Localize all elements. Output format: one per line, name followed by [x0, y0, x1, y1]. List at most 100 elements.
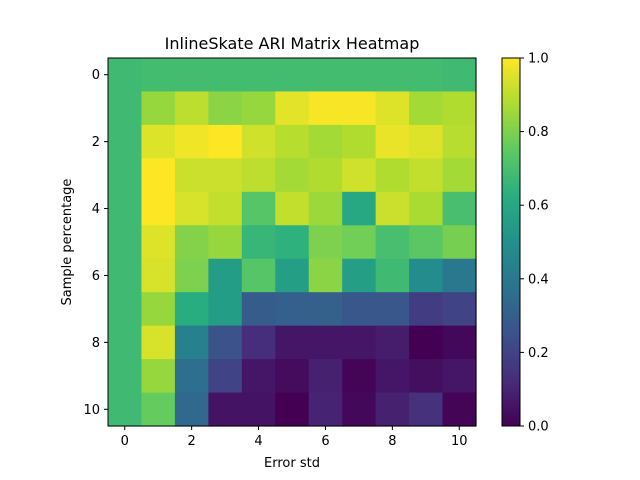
- heatmap-cell: [342, 91, 377, 126]
- heatmap-cell: [141, 158, 176, 193]
- heatmap-cell: [208, 392, 243, 427]
- heatmap-cell: [375, 158, 410, 193]
- heatmap-cell: [375, 392, 410, 427]
- heatmap-cell: [375, 292, 410, 327]
- heatmap-cell: [141, 258, 176, 293]
- heatmap-cell: [275, 158, 310, 193]
- heatmap-cell: [141, 225, 176, 260]
- heatmap-cell: [342, 158, 377, 193]
- heatmap-cell: [409, 58, 444, 93]
- heatmap-cell: [442, 325, 477, 360]
- heatmap-cell: [375, 225, 410, 260]
- heatmap-cell: [308, 359, 343, 394]
- y-tick-label: 10: [83, 403, 100, 418]
- heatmap-cell: [241, 191, 276, 226]
- heatmap-cell: [208, 158, 243, 193]
- heatmap-cell: [108, 91, 143, 126]
- heatmap-cell: [208, 124, 243, 159]
- heatmap-cell: [308, 124, 343, 159]
- heatmap-cell: [342, 225, 377, 260]
- heatmap-cell: [241, 225, 276, 260]
- heatmap-cell: [241, 258, 276, 293]
- heatmap-cell: [442, 91, 477, 126]
- heatmap-cell: [174, 225, 209, 260]
- heatmap-cell: [174, 359, 209, 394]
- heatmap-cell: [275, 359, 310, 394]
- heatmap-cell: [442, 191, 477, 226]
- y-tick-label: 6: [92, 269, 100, 284]
- x-tick-label: 2: [187, 434, 195, 449]
- heatmap-cell: [442, 258, 477, 293]
- heatmap-cell: [275, 325, 310, 360]
- heatmap-cell: [375, 258, 410, 293]
- heatmap-cell: [409, 292, 444, 327]
- heatmap-cell: [208, 258, 243, 293]
- heatmap-cell: [174, 392, 209, 427]
- heatmap-cell: [409, 124, 444, 159]
- heatmap-cell: [241, 124, 276, 159]
- heatmap-cell: [442, 58, 477, 93]
- heatmap-cell: [208, 325, 243, 360]
- heatmap-cell: [141, 392, 176, 427]
- x-tick-label: 8: [388, 434, 396, 449]
- heatmap-cell: [141, 91, 176, 126]
- heatmap-cell: [108, 191, 143, 226]
- heatmap-cell: [275, 58, 310, 93]
- heatmap-cell: [174, 258, 209, 293]
- heatmap-cell: [375, 325, 410, 360]
- heatmap-cell: [409, 225, 444, 260]
- x-tick-label: 4: [254, 434, 262, 449]
- heatmap-cell: [108, 392, 143, 427]
- heatmap-cell: [174, 191, 209, 226]
- heatmap-cell: [275, 292, 310, 327]
- y-axis-label: Sample percentage: [60, 179, 75, 306]
- heatmap-cell: [141, 359, 176, 394]
- heatmap-cell: [308, 225, 343, 260]
- heatmap-cell: [108, 58, 143, 93]
- heatmap-cell: [342, 58, 377, 93]
- heatmap-cell: [208, 91, 243, 126]
- colorbar-tick-label: 0.4: [528, 272, 549, 287]
- heatmap-cell: [409, 158, 444, 193]
- plot-frame: [107, 57, 477, 427]
- heatmap-cell: [241, 325, 276, 360]
- heatmap-cell: [442, 359, 477, 394]
- x-axis-label: Error std: [264, 456, 320, 471]
- colorbar-ticks: 0.0 0.2 0.4 0.6 0.8 1.0: [520, 52, 549, 435]
- x-axis-ticks: 0 2 4 6 8 10: [121, 426, 468, 449]
- heatmap-cell: [308, 292, 343, 327]
- heatmap-cell: [342, 292, 377, 327]
- y-tick-label: 0: [92, 68, 100, 83]
- heatmap-cell: [375, 58, 410, 93]
- heatmap-cell: [442, 225, 477, 260]
- heatmap-cell: [409, 258, 444, 293]
- heatmap-cell: [141, 191, 176, 226]
- colorbar-tick-label: 0.0: [528, 420, 549, 435]
- heatmap-cell: [108, 258, 143, 293]
- y-tick-label: 8: [92, 336, 100, 351]
- heatmap-cell: [241, 392, 276, 427]
- heatmap-cell: [308, 91, 343, 126]
- heatmap-cell: [375, 191, 410, 226]
- heatmap-cell: [108, 325, 143, 360]
- x-tick-label: 6: [321, 434, 329, 449]
- heatmap-cell: [442, 292, 477, 327]
- heatmap-cell: [342, 191, 377, 226]
- heatmap-cell: [174, 292, 209, 327]
- heatmap-cells: [108, 58, 477, 427]
- colorbar-tick-label: 0.2: [528, 346, 549, 361]
- heatmap-cell: [375, 124, 410, 159]
- heatmap-cell: [442, 158, 477, 193]
- heatmap-cell: [108, 292, 143, 327]
- y-axis-ticks: 0 2 4 6 8 10: [83, 68, 108, 418]
- heatmap-cell: [308, 325, 343, 360]
- heatmap-cell: [141, 124, 176, 159]
- heatmap-cell: [375, 359, 410, 394]
- colorbar-tick-label: 0.8: [528, 125, 549, 140]
- heatmap-cell: [241, 91, 276, 126]
- x-tick-label: 0: [121, 434, 129, 449]
- heatmap-cell: [141, 58, 176, 93]
- heatmap-cell: [409, 359, 444, 394]
- heatmap-cell: [174, 58, 209, 93]
